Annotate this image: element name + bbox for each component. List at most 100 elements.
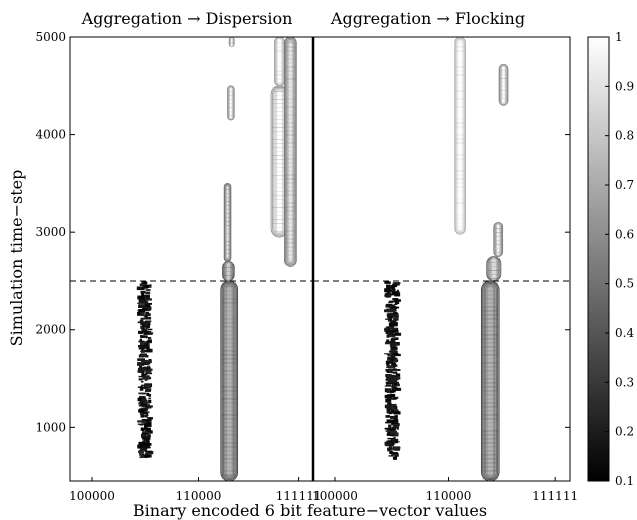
noise-mark [142, 301, 149, 304]
noise-mark [136, 287, 145, 291]
contour-region [228, 37, 235, 48]
colorbar-tick-label: 0.8 [615, 129, 634, 143]
noise-mark [146, 447, 151, 449]
noise-mark [392, 398, 397, 400]
noise-mark [149, 284, 152, 288]
noise-mark [139, 347, 144, 350]
contour-ring [496, 223, 501, 256]
noise-mark [140, 446, 144, 448]
noise-mark [143, 281, 148, 285]
noise-mark [140, 354, 147, 358]
x-tick-label: 111111 [276, 489, 322, 503]
noise-mark [139, 400, 147, 404]
noise-mark [386, 410, 391, 414]
contour-ring [285, 37, 296, 266]
contour-ring [490, 257, 497, 281]
axes-frame-1 [312, 36, 571, 482]
noise-mark [396, 383, 400, 387]
noise-mark [388, 301, 394, 304]
noise-mark [389, 343, 396, 347]
noise-mark [138, 392, 147, 395]
noise-mark [394, 303, 398, 305]
noise-mark [384, 288, 392, 293]
noise-mark [148, 399, 152, 404]
noise-mark [390, 341, 395, 345]
colorbar: 0.1 0.2 0.3 0.4 0.5 0.6 0.7 0.8 0.9 1 [587, 30, 634, 488]
noise-mark [387, 290, 390, 294]
contour-ring [455, 37, 465, 234]
noise-mark [149, 370, 152, 373]
noise-mark [139, 456, 142, 459]
noise-mark [147, 333, 153, 335]
noise-mark [393, 424, 398, 427]
contour-region [493, 222, 504, 257]
noise-mark [138, 344, 146, 348]
noise-mark [386, 390, 395, 393]
noise-mark [391, 386, 397, 390]
noise-mark [140, 386, 143, 390]
noise-mark [393, 368, 396, 370]
noise-mark [391, 404, 395, 406]
noise-mark [147, 339, 152, 344]
noise-mark [387, 402, 392, 407]
noise-mark [141, 372, 144, 377]
noise-mark [141, 398, 147, 402]
noise-mark [148, 341, 151, 343]
noise-mark [384, 427, 392, 430]
x-tick-label: 110000 [176, 489, 222, 503]
contour-region [223, 182, 232, 262]
noise-mark [391, 433, 398, 437]
noise-mark [385, 398, 392, 403]
contour-ring [500, 64, 507, 105]
noise-mark [396, 289, 399, 292]
colorbar-gradient [587, 36, 610, 482]
noise-mark [140, 335, 146, 338]
noise-mark [391, 422, 399, 424]
contour-region [227, 85, 235, 121]
noise-mark [385, 292, 391, 296]
noise-mark [139, 338, 143, 343]
noise-mark [386, 353, 393, 356]
noise-mark [388, 331, 394, 335]
noise-mark [144, 384, 152, 389]
noise-mark [138, 450, 144, 454]
noise-mark [141, 380, 144, 383]
noise-mark [147, 328, 153, 331]
noise-mark [392, 353, 395, 356]
noise-mark [386, 367, 391, 369]
noise-mark [394, 299, 401, 302]
y-tick-label: 1000 [35, 420, 66, 434]
contour-ring [276, 90, 283, 233]
noise-mark [140, 427, 144, 431]
noise-mark [146, 340, 149, 345]
noise-mark [388, 370, 393, 373]
contour-region [498, 63, 509, 106]
noise-mark [386, 284, 391, 289]
noise-mark [388, 315, 393, 319]
noise-mark [145, 369, 149, 373]
noise-mark [138, 395, 146, 400]
noise-mark [137, 423, 145, 425]
noise-mark [387, 354, 393, 357]
noise-mark [146, 348, 151, 353]
noise-mark [142, 440, 150, 443]
noise-mark [142, 408, 147, 411]
contour-ring [225, 261, 231, 281]
noise-mark [389, 325, 395, 330]
noise-mark [145, 335, 148, 339]
noise-mark [388, 330, 394, 334]
contour-ring [225, 285, 233, 477]
noise-mark [145, 414, 149, 416]
noise-mark [138, 441, 145, 445]
noise-mark [389, 450, 393, 452]
noise-mark [388, 376, 394, 380]
noise-mark [142, 406, 147, 408]
noise-mark [137, 302, 144, 304]
noise-mark [140, 342, 145, 346]
noise-mark [138, 330, 143, 334]
noise-mark [147, 361, 151, 365]
noise-mark [393, 446, 400, 451]
noise-mark [143, 401, 150, 404]
colorbar-tick-label: 0.1 [615, 474, 634, 488]
